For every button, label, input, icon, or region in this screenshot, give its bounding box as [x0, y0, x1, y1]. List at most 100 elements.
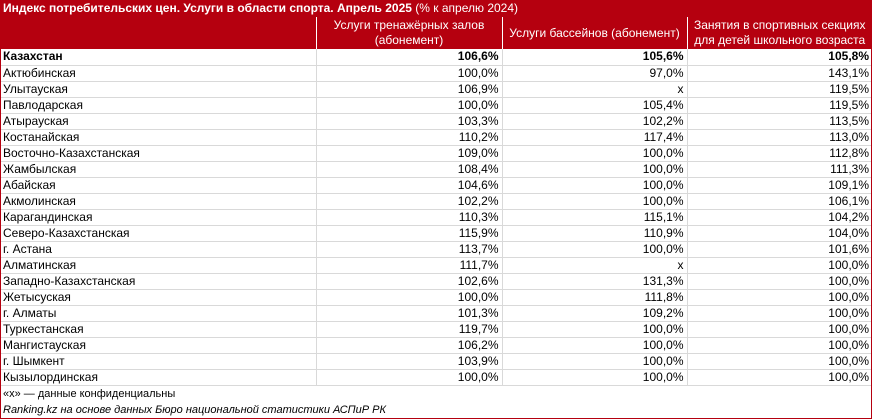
pool-value-cell: 100,0%: [501, 241, 687, 258]
pool-value-cell: 117,4%: [501, 129, 687, 146]
table-row: Мангистауская 106,2% 100,0% 100,0%: [0, 337, 872, 354]
sections-value-cell: 119,5%: [686, 97, 872, 114]
gym-value-cell: 111,7%: [315, 257, 502, 274]
table-row: Актюбинская 100,0% 97,0% 143,1%: [0, 65, 872, 82]
sections-value-cell: 106,1%: [686, 193, 872, 210]
table-row: Костанайская 110,2% 117,4% 113,0%: [0, 129, 872, 146]
region-cell: г. Шымкент: [0, 353, 316, 370]
table-row: Туркестанская 119,7% 100,0% 100,0%: [0, 321, 872, 338]
sections-value-cell: 113,0%: [686, 129, 872, 146]
gym-value-cell: 108,4%: [315, 161, 502, 178]
pool-value-cell: 110,9%: [501, 225, 687, 242]
region-cell: Западно-Казахстанская: [0, 273, 316, 290]
gym-value-cell: 103,9%: [315, 353, 502, 370]
table-row: Восточно-Казахстанская 109,0% 100,0% 112,8%: [0, 145, 872, 162]
region-cell: Северо-Казахстанская: [0, 225, 316, 242]
header-sections: Занятия в спортивных секциях для детей ш…: [686, 17, 872, 49]
table-title-unit: (% к апрелю 2024): [411, 1, 519, 15]
sections-value-cell: 100,0%: [686, 337, 872, 354]
table-row: Жетысуская 100,0% 111,8% 100,0%: [0, 289, 872, 306]
header-region: [0, 17, 316, 49]
sections-value-cell: 100,0%: [686, 289, 872, 306]
sections-value-cell: 143,1%: [686, 65, 872, 82]
sections-value-cell: 100,0%: [686, 353, 872, 370]
sections-value-cell: 100,0%: [686, 273, 872, 290]
sections-value-cell: 100,0%: [686, 369, 872, 386]
pool-value-cell: 97,0%: [501, 65, 687, 82]
table-row: Западно-Казахстанская 102,6% 131,3% 100,0%: [0, 273, 872, 290]
gym-value-cell: 104,6%: [315, 177, 502, 194]
gym-value-cell: 106,6%: [315, 49, 502, 66]
table-title-main: Индекс потребительских цен. Услуги в обл…: [3, 1, 412, 15]
region-cell: Абайская: [0, 177, 316, 194]
table-row: Алматинская 111,7% x 100,0%: [0, 257, 872, 274]
header-pool: Услуги бассейнов (абонемент): [501, 17, 687, 49]
table-row: г. Алматы 101,3% 109,2% 100,0%: [0, 305, 872, 322]
pool-value-cell: 111,8%: [501, 289, 687, 306]
cpi-table: Услуги тренажёрных залов (абонемент) Усл…: [0, 17, 872, 386]
pool-value-cell: 115,1%: [501, 209, 687, 226]
gym-value-cell: 110,2%: [315, 129, 502, 146]
sections-value-cell: 109,1%: [686, 177, 872, 194]
gym-value-cell: 100,0%: [315, 289, 502, 306]
region-cell: Акмолинская: [0, 193, 316, 210]
pool-value-cell: 100,0%: [501, 337, 687, 354]
region-cell: г. Алматы: [0, 305, 316, 322]
table-row-total: Казахстан 106,6% 105,6% 105,8%: [0, 49, 872, 66]
region-cell: Кызылординская: [0, 369, 316, 386]
region-cell: г. Астана: [0, 241, 316, 258]
table-row: Жамбылская 108,4% 100,0% 111,3%: [0, 161, 872, 178]
table-row: Акмолинская 102,2% 100,0% 106,1%: [0, 193, 872, 210]
gym-value-cell: 113,7%: [315, 241, 502, 258]
gym-value-cell: 109,0%: [315, 145, 502, 162]
table-body: Казахстан 106,6% 105,6% 105,8% Актюбинская 10…: [0, 49, 872, 386]
footnote: «x» — данные конфиденциальны: [3, 388, 176, 400]
table-title: Индекс потребительских цен. Услуги в обл…: [0, 0, 872, 17]
gym-value-cell: 102,6%: [315, 273, 502, 290]
pool-value-cell: 100,0%: [501, 353, 687, 370]
pool-value-cell: 100,0%: [501, 177, 687, 194]
pool-value-cell: 100,0%: [501, 321, 687, 338]
pool-value-cell: 109,2%: [501, 305, 687, 322]
region-cell: Жетысуская: [0, 289, 316, 306]
gym-value-cell: 119,7%: [315, 321, 502, 338]
gym-value-cell: 115,9%: [315, 225, 502, 242]
sections-value-cell: 105,8%: [686, 49, 872, 66]
region-cell: Алматинская: [0, 257, 316, 274]
gym-value-cell: 100,0%: [315, 97, 502, 114]
gym-value-cell: 103,3%: [315, 113, 502, 130]
pool-value-cell: 100,0%: [501, 193, 687, 210]
header-gym: Услуги тренажёрных залов (абонемент): [315, 17, 502, 49]
table-row: Павлодарская 100,0% 105,4% 119,5%: [0, 97, 872, 114]
table-row: г. Астана 113,7% 100,0% 101,6%: [0, 241, 872, 258]
pool-value-cell: 102,2%: [501, 113, 687, 130]
region-cell: Казахстан: [0, 49, 316, 66]
table-row: Северо-Казахстанская 115,9% 110,9% 104,0%: [0, 225, 872, 242]
table-row: г. Шымкент 103,9% 100,0% 100,0%: [0, 353, 872, 370]
sections-value-cell: 113,5%: [686, 113, 872, 130]
gym-value-cell: 100,0%: [315, 65, 502, 82]
region-cell: Жамбылская: [0, 161, 316, 178]
gym-value-cell: 106,9%: [315, 81, 502, 98]
table-row: Улытауская 106,9% x 119,5%: [0, 81, 872, 98]
sections-value-cell: 112,8%: [686, 145, 872, 162]
table-row: Кызылординская 100,0% 100,0% 100,0%: [0, 369, 872, 386]
sections-value-cell: 119,5%: [686, 81, 872, 98]
table-row: Абайская 104,6% 100,0% 109,1%: [0, 177, 872, 194]
pool-value-cell: 131,3%: [501, 273, 687, 290]
sections-value-cell: 104,2%: [686, 209, 872, 226]
sections-value-cell: 100,0%: [686, 321, 872, 338]
pool-value-cell: 105,4%: [501, 97, 687, 114]
region-cell: Актюбинская: [0, 65, 316, 82]
pool-value-cell: x: [501, 81, 687, 98]
region-cell: Карагандинская: [0, 209, 316, 226]
region-cell: Атырауская: [0, 113, 316, 130]
table-row: Атырауская 103,3% 102,2% 113,5%: [0, 113, 872, 130]
gym-value-cell: 106,2%: [315, 337, 502, 354]
pool-value-cell: 100,0%: [501, 161, 687, 178]
region-cell: Восточно-Казахстанская: [0, 145, 316, 162]
pool-value-cell: x: [501, 257, 687, 274]
pool-value-cell: 100,0%: [501, 145, 687, 162]
region-cell: Мангистауская: [0, 337, 316, 354]
